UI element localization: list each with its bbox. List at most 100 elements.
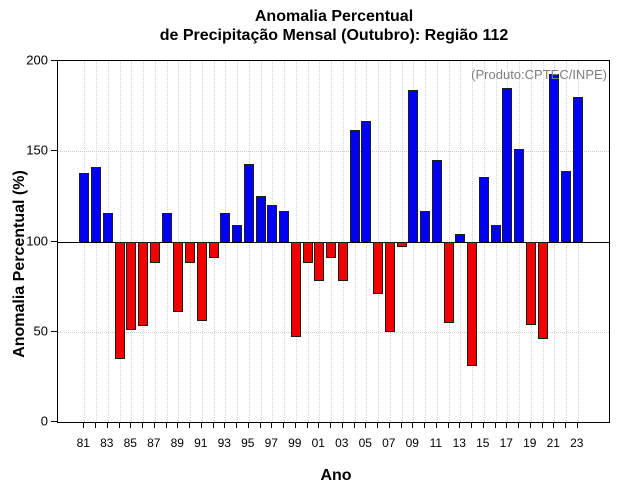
bar-86 <box>138 241 149 327</box>
x-tick <box>153 423 155 428</box>
y-tick-label: 50 <box>33 323 48 339</box>
x-tick-label: 05 <box>358 436 372 450</box>
x-tick <box>529 423 531 428</box>
x-tick-label: 17 <box>499 436 513 450</box>
x-tick-label: 99 <box>288 436 302 450</box>
x-tick-label: 15 <box>476 436 490 450</box>
x-tick-label: 89 <box>170 436 184 450</box>
bar-08 <box>396 241 407 247</box>
x-tick <box>435 423 437 428</box>
bar-82 <box>91 167 102 243</box>
x-tick <box>294 423 296 428</box>
x-tick-label: 91 <box>194 436 208 450</box>
y-tick-label: 100 <box>26 233 48 248</box>
x-tick <box>83 423 85 428</box>
bar-13 <box>455 234 466 243</box>
bar-88 <box>161 212 172 243</box>
x-tick <box>142 423 144 428</box>
bar-89 <box>173 241 184 312</box>
x-tick-label: 95 <box>241 436 255 450</box>
x-tick <box>224 423 226 428</box>
x-tick-label: 01 <box>311 436 325 450</box>
bar-10 <box>420 210 431 243</box>
chart-title-line1: Anomalia Percentual <box>254 8 414 25</box>
bar-92 <box>208 241 219 258</box>
bar-14 <box>467 241 478 367</box>
x-tick <box>518 423 520 428</box>
plot-area <box>57 60 610 423</box>
x-tick-label: 19 <box>523 436 537 450</box>
bar-96 <box>255 196 266 243</box>
x-tick <box>330 423 332 428</box>
bar-06 <box>373 241 384 294</box>
x-tick-label: 21 <box>546 436 560 450</box>
x-tick <box>400 423 402 428</box>
x-tick-label: 13 <box>452 436 466 450</box>
x-tick-label: 93 <box>217 436 231 450</box>
produto-annotation: (Produto:CPTEC/INPE) <box>471 67 607 82</box>
x-tick-label: 11 <box>429 436 443 450</box>
x-tick-label: 09 <box>405 436 419 450</box>
x-tick <box>130 423 132 428</box>
x-tick <box>236 423 238 428</box>
y-tick-label: 150 <box>26 142 48 158</box>
chart-title: Anomalia Percentual de Precipitação Mens… <box>160 7 509 45</box>
bar-84 <box>114 241 125 359</box>
x-tick <box>165 423 167 428</box>
x-tick <box>482 423 484 428</box>
x-tick <box>447 423 449 428</box>
bar-04 <box>349 129 360 243</box>
x-tick <box>283 423 285 428</box>
x-tick <box>247 423 249 428</box>
y-tick <box>51 421 57 422</box>
bar-22 <box>561 171 572 243</box>
bar-17 <box>502 88 513 243</box>
bar-91 <box>196 241 207 321</box>
x-axis-title: Ano <box>320 467 352 484</box>
x-tick <box>576 423 578 428</box>
x-tick-label: 83 <box>100 436 114 450</box>
x-tick <box>388 423 390 428</box>
bar-21 <box>549 73 560 243</box>
bar-20 <box>537 241 548 339</box>
bar-05 <box>361 120 372 243</box>
bar-07 <box>384 241 395 332</box>
y-tick <box>51 150 57 152</box>
x-tick <box>494 423 496 428</box>
x-tick <box>377 423 379 428</box>
x-tick <box>565 423 567 428</box>
x-tick <box>365 423 367 428</box>
chart-title-line2: de Precipitação Mensal (Outubro): Região… <box>159 27 509 44</box>
bar-15 <box>478 176 489 243</box>
x-tick <box>541 423 543 428</box>
bar-02 <box>326 241 337 258</box>
x-tick-label: 03 <box>335 436 349 450</box>
y-tick <box>51 240 57 242</box>
x-tick <box>459 423 461 428</box>
x-tick <box>471 423 473 428</box>
bar-98 <box>279 210 290 243</box>
x-tick-label: 07 <box>382 436 396 450</box>
bar-23 <box>572 97 583 243</box>
bar-11 <box>431 160 442 243</box>
x-tick <box>424 423 426 428</box>
x-tick-label: 97 <box>264 436 278 450</box>
bar-18 <box>514 149 525 243</box>
y-tick <box>51 60 57 61</box>
bar-00 <box>302 241 313 264</box>
x-tick <box>412 423 414 428</box>
x-tick <box>553 423 555 428</box>
x-tick <box>106 423 108 428</box>
x-tick <box>177 423 179 428</box>
x-tick <box>318 423 320 428</box>
x-tick <box>212 423 214 428</box>
bar-85 <box>126 241 137 330</box>
bar-99 <box>290 241 301 338</box>
gridline-horizontal <box>58 151 609 153</box>
gridline-horizontal <box>58 331 609 333</box>
bar-19 <box>525 241 536 325</box>
x-tick <box>341 423 343 428</box>
bar-93 <box>220 212 231 243</box>
x-tick-label: 23 <box>570 436 584 450</box>
